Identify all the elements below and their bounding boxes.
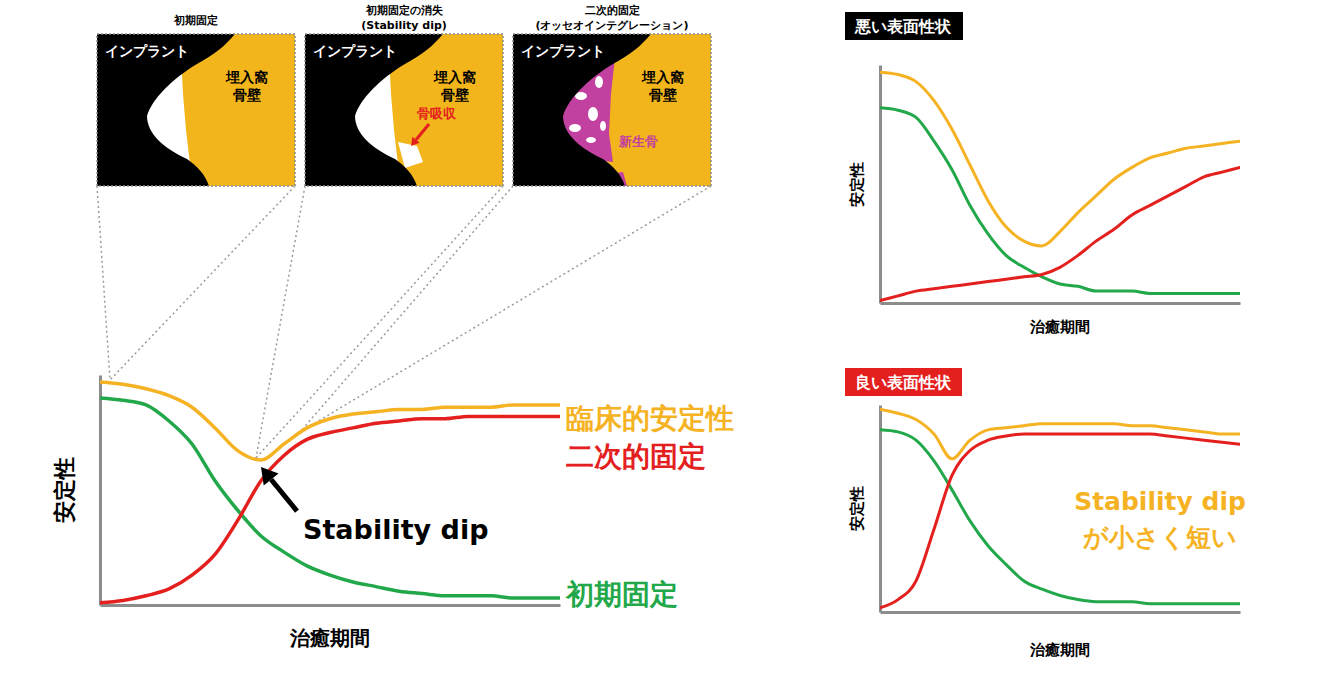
implant-label: インプラント: [521, 43, 605, 59]
x-axis-title: 治癒期間: [289, 626, 370, 650]
annotation: Stability dip: [303, 514, 488, 545]
series-line: [880, 72, 1240, 246]
resorption-arrow-head: [411, 137, 420, 146]
connector-line: [300, 186, 711, 432]
panel-subtitle: (Stability dip): [361, 19, 447, 32]
implant: [513, 34, 651, 186]
series-line: [100, 398, 560, 598]
figure-root: 初期固定インプラント埋入窩骨壁初期固定の消失(Stability dip)インプ…: [0, 0, 1325, 678]
connector-line: [300, 186, 513, 432]
plot-area: [880, 72, 1240, 300]
panel-border: [513, 34, 711, 186]
annotation: Stability dip: [1074, 487, 1246, 516]
connector-line: [97, 186, 110, 380]
implant-label: インプラント: [313, 43, 397, 59]
bone-label: 骨壁: [649, 87, 677, 103]
series-line: [880, 434, 1240, 608]
panel-content: [305, 34, 503, 186]
annotation-arrow-head: [261, 467, 279, 485]
implant-label: インプラント: [105, 43, 189, 59]
panel-title: 初期固定: [173, 14, 218, 27]
x-axis-title: 治癒期間: [1029, 641, 1090, 659]
bone-label: 埋入窩: [433, 69, 476, 85]
panel-background: [305, 34, 503, 186]
panel-subtitle: (オッセオインテグレーション): [535, 19, 688, 32]
series-label: 二次的固定: [566, 440, 706, 473]
y-axis: [880, 406, 881, 613]
annotation-arrow: [271, 479, 297, 511]
new-bone-pore: [586, 137, 596, 143]
new-bone-pore: [600, 121, 606, 131]
y-axis-title: 安定性: [848, 162, 866, 207]
series-label: 初期固定: [565, 578, 678, 611]
series-label: 臨床的安定性: [566, 402, 734, 435]
x-axis: [881, 303, 1241, 304]
panel-background: [513, 34, 711, 186]
panel-border: [305, 34, 503, 186]
connector-line: [256, 186, 305, 458]
title-box: 悪い表面性状: [845, 12, 963, 40]
y-axis-title: 安定性: [848, 486, 866, 531]
bone-label: 埋入窩: [641, 69, 684, 85]
panel-title: 二次的固定: [585, 4, 640, 17]
plot-area: [100, 382, 560, 603]
series-line: [880, 430, 1240, 604]
bone-resorption: [398, 142, 423, 168]
axis-line: [881, 611, 1241, 614]
axis-line: [881, 302, 1241, 305]
chart-title: 悪い表面性状: [854, 17, 952, 36]
chart: 初期固定 二次的固定 臨床的安定性安定性治癒期間 Stability dip: [52, 376, 734, 651]
panel-content: [513, 34, 711, 186]
bone-label: 骨壁: [441, 87, 469, 103]
new-bone-pore: [588, 107, 598, 121]
implant: [97, 34, 235, 186]
x-axis-title: 治癒期間: [1029, 318, 1090, 336]
annotation: が小さく短い: [1083, 523, 1237, 552]
connector-line: [110, 186, 295, 380]
y-axis: [100, 376, 101, 606]
bone-label: 骨壁: [233, 87, 261, 103]
bone-label: 埋入窩: [225, 69, 268, 85]
series-line: [880, 409, 1240, 459]
title-background: [845, 12, 963, 40]
x-axis: [881, 612, 1241, 613]
chart-title: 良い表面性状: [855, 373, 952, 392]
axis-line: [879, 406, 882, 613]
axis-line: [101, 604, 561, 607]
x-axis: [101, 605, 561, 606]
new-bone-label: 新生骨: [618, 134, 658, 149]
series-line: [880, 167, 1240, 300]
chart: 安定性治癒期間 良い表面性状 Stability dip が小さく短い: [845, 368, 1246, 659]
new-bone-pore: [569, 124, 581, 132]
series-line: [100, 382, 560, 460]
chart: 安定性治癒期間 悪い表面性状: [845, 12, 1241, 336]
illustration-panel: インプラント埋入窩骨壁新生骨: [513, 34, 711, 186]
series-line: [100, 416, 560, 602]
y-axis: [880, 66, 881, 304]
illustration-panel: インプラント埋入窩骨壁: [97, 34, 295, 186]
y-axis-title: 安定性: [52, 457, 77, 523]
illustration-panel: インプラント埋入窩骨壁骨吸収: [305, 34, 503, 186]
axis-line: [99, 376, 102, 606]
axis-line: [879, 66, 882, 304]
title-box: 良い表面性状: [845, 368, 962, 396]
panel-title: 初期固定の消失: [365, 4, 444, 17]
new-bone-pore: [595, 76, 603, 88]
panel-background: [97, 34, 295, 186]
resorption-arrow: [416, 124, 429, 140]
title-background: [845, 368, 962, 396]
resorption-label: 骨吸収: [417, 106, 457, 121]
figure: 初期固定インプラント埋入窩骨壁初期固定の消失(Stability dip)インプ…: [0, 0, 1325, 678]
panel-content: [97, 34, 295, 186]
panel-border: [97, 34, 295, 186]
